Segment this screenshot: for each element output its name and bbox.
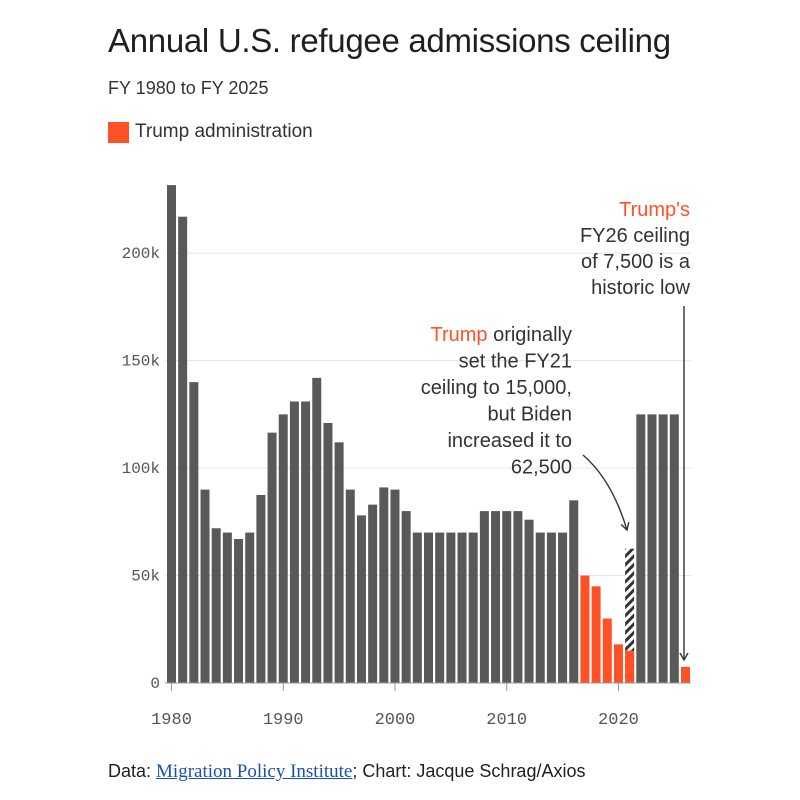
bar-1988 — [256, 494, 266, 683]
annotation-fy21-line: set the FY21 — [459, 351, 572, 373]
bar-2025 — [669, 414, 679, 683]
bar-2010 — [502, 511, 512, 683]
legend: Trump administration — [108, 121, 313, 143]
footer: Data: Migration Policy Institute; Chart:… — [108, 761, 585, 783]
bar-1996 — [345, 489, 355, 683]
annotation-fy26: Trump's FY26 ceiling of 7,500 is a historic… — [580, 199, 691, 299]
bar-2007 — [468, 532, 478, 683]
bar-2013 — [535, 532, 545, 683]
bar-2012 — [524, 519, 534, 683]
y-tick-label: 150k — [122, 353, 160, 371]
bar-2015 — [558, 532, 568, 683]
bar-2021-revised — [625, 548, 635, 683]
arrow-fy21 — [582, 454, 630, 532]
bar-1982 — [189, 382, 199, 683]
bar-2017 — [580, 575, 590, 683]
bar-2018 — [591, 586, 601, 683]
bar-2022 — [636, 414, 646, 683]
bar-1993 — [312, 377, 322, 683]
annotation-fy21-line: Trump originally — [430, 324, 572, 346]
bar-1983 — [200, 489, 210, 683]
bar-2014 — [546, 532, 556, 683]
bar-1998 — [368, 504, 378, 683]
bar-1987 — [245, 532, 255, 683]
bar-1997 — [356, 515, 366, 683]
bar-1991 — [289, 401, 299, 683]
x-tick-label: 1980 — [151, 711, 192, 730]
annotation-fy26-line: Trump's — [619, 199, 690, 221]
bar-2002 — [412, 532, 422, 683]
bar-1999 — [379, 487, 389, 683]
bar-2011 — [513, 511, 523, 683]
bar-1985 — [222, 532, 232, 683]
bar-2001 — [401, 511, 411, 683]
bar-2004 — [435, 532, 445, 683]
bar-1994 — [323, 422, 333, 683]
y-tick-label: 200k — [122, 245, 160, 263]
bar-2021 — [625, 650, 635, 683]
annotation-fy21: Trump originally set the FY21 ceiling to 1… — [421, 324, 572, 479]
x-tick-label: 1990 — [263, 711, 304, 730]
chart-title: Annual U.S. refugee admissions ceiling — [108, 22, 671, 59]
chart-subtitle: FY 1980 to FY 2025 — [108, 78, 269, 98]
y-tick-label: 0 — [150, 675, 160, 693]
bar-2003 — [424, 532, 433, 683]
bar-2008 — [479, 511, 489, 683]
bar-1995 — [334, 442, 344, 683]
annotation-fy26-line: historic low — [591, 277, 690, 299]
bar-2020 — [613, 644, 623, 683]
y-tick-label: 50k — [131, 568, 160, 586]
bar-2005 — [446, 532, 456, 683]
bar-1980 — [167, 185, 176, 683]
bar-2016 — [569, 500, 579, 683]
bar-2026 — [681, 666, 690, 683]
annotation-fy26-line: of 7,500 is a — [581, 251, 691, 273]
bar-2019 — [602, 618, 612, 683]
annotation-fy26-line: FY26 ceiling — [580, 225, 690, 247]
x-tick-label: 2000 — [375, 711, 416, 730]
bar-1981 — [178, 216, 188, 683]
annotation-fy21-line: but Biden — [487, 404, 572, 426]
bar-2024 — [658, 414, 668, 683]
legend-label: Trump administration — [135, 121, 313, 142]
footer-prefix: Data: — [108, 761, 157, 781]
footer-suffix: ; Chart: Jacque Schrag/Axios — [352, 761, 586, 781]
bar-2023 — [647, 414, 657, 683]
x-tick-label: 2010 — [486, 711, 527, 730]
annotation-fy21-line: increased it to — [447, 430, 572, 452]
bar-1989 — [267, 432, 277, 683]
x-tick-label: 2020 — [598, 711, 639, 730]
bar-1990 — [278, 414, 288, 683]
bar-1986 — [234, 539, 244, 683]
bar-2009 — [491, 511, 501, 683]
legend-swatch — [108, 121, 129, 143]
bar-2006 — [457, 532, 467, 683]
y-tick-label: 100k — [122, 460, 160, 478]
bar-1992 — [301, 401, 311, 683]
annotation-fy21-line: 62,500 — [511, 457, 572, 479]
annotation-fy21-line: ceiling to 15,000, — [421, 377, 572, 399]
source-link[interactable]: Migration Policy Institute — [156, 761, 353, 782]
bar-2000 — [390, 489, 400, 683]
bar-1984 — [211, 528, 221, 683]
